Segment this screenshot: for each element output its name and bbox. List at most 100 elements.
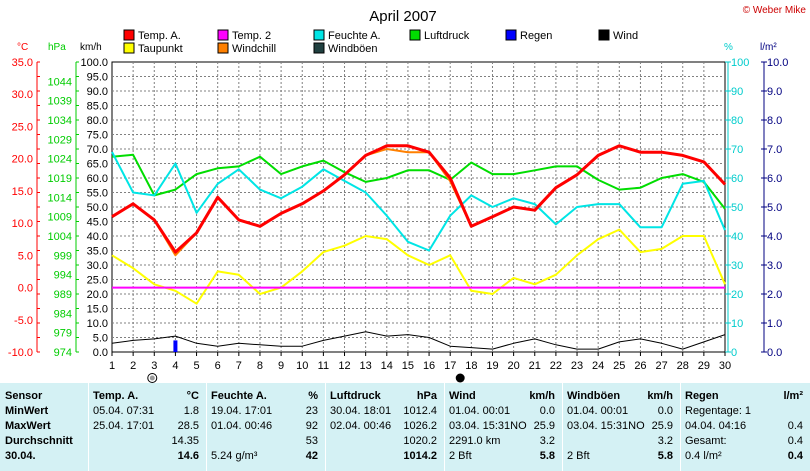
summary-row-label: MaxWert [5,420,51,432]
rain-tick-label: 6.0 [767,173,782,185]
summary-cell-value: 25.9 [533,420,555,432]
hum-tick-label: 20 [731,289,743,301]
x-tick-label: 22 [550,360,562,372]
x-tick-label: 13 [360,360,372,372]
series-line-feuchte-a- [111,151,726,252]
summary-cell-value: 0.0 [539,405,555,417]
legend-label: Temp. A. [138,30,181,42]
x-tick-label: 17 [444,360,456,372]
summary-cell-label: 05.04. 07:31 [93,405,155,417]
summary-cell-value: 5.8 [539,450,555,462]
legend-swatch [409,29,421,41]
summary-cell-label: 01.04. 00:01 [449,405,511,417]
legend-label: Windchill [232,43,276,55]
rain-tick-label: 10.0 [767,57,788,69]
full-moon-icon [149,375,155,381]
summary-cell-label: 04.04. 04:16 [685,420,747,432]
temp-tick-label: 25.0 [12,121,33,133]
summary-column-unit: km/h [529,390,555,402]
x-tick-label: 29 [698,360,710,372]
summary-cell-label: 30.04. 18:01 [330,405,392,417]
legend-label: Temp. 2 [232,30,271,42]
wind-tick-label: 40.0 [87,231,108,243]
legend-label: Wind [613,30,638,42]
summary-cell-value: 92 [305,420,318,432]
column-separator [325,383,326,471]
press-tick-label: 1034 [48,115,72,127]
x-tick-label: 26 [634,360,646,372]
summary-cell-label: 03.04. 15:31NO [449,420,527,432]
summary-column-header: Luftdruck [330,390,381,402]
rain-tick-label: 9.0 [767,86,782,98]
summary-cell-value: 3.2 [539,435,555,447]
press-tick-label: 1004 [48,231,72,243]
x-tick-label: 15 [402,360,414,372]
temp-tick-label: -5.0 [14,315,33,327]
x-tick-label: 16 [423,360,435,372]
summary-cell-label: 5.24 g/m³ [211,450,258,462]
x-tick-label: 11 [318,360,329,372]
press-tick-label: 1024 [48,154,72,166]
summary-cell-value: 1014.2 [403,450,437,462]
hum-tick-label: 0 [731,347,737,359]
wind-tick-label: 25.0 [87,275,108,287]
summary-cell-value: 3.2 [657,435,673,447]
wind-tick-label: 80.0 [87,115,108,127]
press-tick-label: 1029 [48,134,72,146]
x-tick-label: 28 [677,360,689,372]
summary-column-unit: km/h [647,390,673,402]
summary-cell-label: Regentage: 1 [685,405,752,417]
summary-cell-label: Gesamt: [685,435,727,447]
summary-cell-value: 23 [305,405,318,417]
hum-tick-label: 70 [731,144,743,156]
rain-tick-label: 4.0 [767,231,782,243]
column-separator [206,383,207,471]
summary-row-label: Sensor [5,390,43,402]
summary-cell-value: 0.4 [787,420,803,432]
wind-tick-label: 50.0 [87,202,108,214]
summary-cell-value: 1.8 [183,405,199,417]
summary-cell-label: 0.4 l/m² [685,450,722,462]
wind-tick-label: 10.0 [87,318,108,330]
summary-row-label: 30.04. [5,450,36,462]
hum-axis-unit: % [724,42,733,53]
wind-tick-label: 45.0 [87,217,108,229]
press-tick-label: 984 [54,308,72,320]
wind-tick-label: 90.0 [87,86,108,98]
summary-row-label: Durchschnitt [5,435,73,447]
temp-tick-label: 5.0 [18,250,33,262]
summary-cell-label: 01.04. 00:46 [211,420,273,432]
series-line-wind [111,331,726,350]
rain-tick-label: 1.0 [767,318,782,330]
press-tick-label: 999 [54,250,72,262]
summary-table: Sensor MinWert MaxWert Durchschnitt 30.04. Te… [0,383,810,471]
rain-tick-label: 0.0 [767,347,782,359]
x-tick-label: 5 [193,360,199,372]
temp-tick-label: 10.0 [12,218,33,230]
wind-tick-label: 20.0 [87,289,108,301]
temp-tick-label: 15.0 [12,186,33,198]
legend-label: Luftdruck [424,30,470,42]
x-tick-label: 3 [151,360,157,372]
rain-bar [173,340,178,352]
x-tick-label: 24 [592,360,604,372]
temp-tick-label: 35.0 [12,57,33,69]
legend-swatch [123,42,135,54]
x-tick-label: 10 [296,360,308,372]
x-tick-label: 1 [109,360,115,372]
rain-tick-label: 2.0 [767,289,782,301]
hum-tick-label: 50 [731,202,743,214]
x-tick-label: 21 [529,360,541,372]
summary-cell-label: 25.04. 17:01 [93,420,155,432]
wind-tick-label: 30.0 [87,260,108,272]
summary-column-header: Regen [685,390,719,402]
x-tick-label: 12 [338,360,350,372]
temp-tick-label: 20.0 [12,154,33,166]
wind-tick-label: 60.0 [87,173,108,185]
press-tick-label: 974 [54,347,72,359]
hum-tick-label: 30 [731,260,743,272]
summary-column-header: Temp. A. [93,390,139,402]
summary-cell-label: 01.04. 00:01 [567,405,629,417]
summary-cell-value: 14.35 [171,435,199,447]
summary-cell-value: 0.4 [787,435,803,447]
